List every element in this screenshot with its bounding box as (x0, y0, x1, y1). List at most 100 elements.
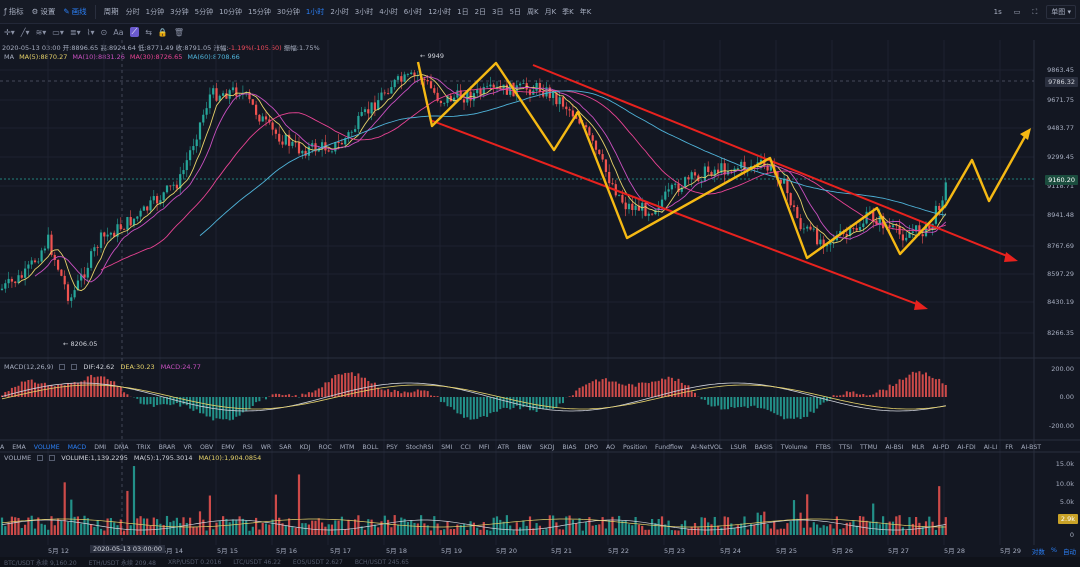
text-tool-icon[interactable]: Aa (113, 27, 124, 37)
lock-icon[interactable]: 🔒 (157, 27, 168, 37)
indicator-tab-obv[interactable]: OBV (200, 443, 214, 451)
indicators-button[interactable]: ƒ 指标 (4, 7, 24, 16)
indicator-tab-rsi[interactable]: RSI (242, 443, 253, 451)
timeframe-17[interactable]: 周K (526, 7, 539, 16)
measure-tool-icon[interactable]: ⇆ (145, 27, 152, 37)
channel-tool-icon[interactable]: ≋▾ (35, 27, 47, 37)
percent-scale-toggle[interactable]: % (1050, 546, 1057, 554)
timeframe-3[interactable]: 5分钟 (194, 7, 214, 16)
indicator-tab-wr[interactable]: WR (260, 443, 272, 451)
ticker-item[interactable]: EOS/USDT 2.627 (292, 558, 343, 566)
indicator-tab-mtm[interactable]: MTM (339, 443, 355, 451)
timeframe-13[interactable]: 1日 (457, 7, 469, 16)
ticker-item[interactable]: BCH/USDT 245.65 (354, 558, 409, 566)
indicator-tab-dma[interactable]: DMA (114, 443, 129, 451)
indicator-tab-ftbs[interactable]: FTBS (815, 443, 831, 451)
ticker-item[interactable]: LTC/USDT 46.22 (233, 558, 281, 566)
timeframe-1[interactable]: 1分钟 (145, 7, 165, 16)
indicator-tab-mlr[interactable]: MLR (911, 443, 925, 451)
indicator-tab-dmi[interactable]: DMI (94, 443, 107, 451)
fib-tool-icon[interactable]: ≣▾ (69, 27, 81, 37)
path-tool-icon[interactable]: ⌇▾ (86, 27, 95, 37)
indicator-tab-trix[interactable]: TRIX (136, 443, 151, 451)
line-tool-icon[interactable]: ╱▾ (20, 27, 30, 37)
indicator-tab-vr[interactable]: VR (183, 443, 193, 451)
indicator-tab-ema[interactable]: EMA (12, 443, 26, 451)
timeframe-10[interactable]: 4小时 (379, 7, 398, 16)
indicator-tab-ai-fdi[interactable]: AI-FDI (957, 443, 976, 451)
interval-code[interactable]: 1s (993, 8, 1002, 16)
indicator-tab-macd[interactable]: MACD (67, 443, 87, 451)
indicator-tab-skdj[interactable]: SKDJ (539, 443, 555, 451)
indicator-tab-bias[interactable]: BIAS (562, 443, 577, 451)
trash-icon[interactable]: 🗑 (173, 27, 185, 37)
indicator-tab-smi[interactable]: SMI (441, 443, 453, 451)
indicator-tab-cci[interactable]: CCI (460, 443, 471, 451)
indicator-tab-ao[interactable]: AO (605, 443, 615, 451)
timeframe-15[interactable]: 3日 (492, 7, 504, 16)
indicator-tab-ai-pd[interactable]: AI-PD (932, 443, 950, 451)
macd-visibility-toggle[interactable] (59, 364, 66, 370)
settings-button[interactable]: ⚙ 设置 (31, 7, 56, 16)
log-scale-toggle[interactable]: 对数 (1031, 548, 1045, 556)
timeframe-16[interactable]: 5日 (509, 7, 521, 16)
timeframe-14[interactable]: 2日 (474, 7, 487, 16)
indicator-tab-boll[interactable]: BOLL (362, 443, 379, 451)
indicator-tab-tvolume[interactable]: TVolume (780, 443, 808, 451)
indicator-tab-bbw[interactable]: BBW (517, 443, 532, 451)
indicator-tab-roc[interactable]: ROC (318, 443, 332, 451)
indicator-tab-fr[interactable]: FR (1005, 443, 1014, 451)
ticker-item[interactable]: ETH/USDT 永续 209.48 (88, 559, 156, 567)
indicator-tab-sar[interactable]: SAR (279, 443, 292, 451)
timeframe-18[interactable]: 月K (544, 7, 557, 16)
indicator-tab-ai-bsi[interactable]: AI-BSI (885, 443, 904, 451)
indicator-tab-stochrsi[interactable]: StochRSI (405, 443, 434, 451)
indicator-tab-kdj[interactable]: KDJ (299, 443, 311, 451)
timeframe-2[interactable]: 3分钟 (170, 7, 189, 16)
macd-settings-toggle[interactable] (71, 364, 78, 370)
indicator-tab-ai-li[interactable]: AI-LI (983, 443, 998, 451)
indicator-tab-ai-netvol[interactable]: AI-NetVOL (690, 443, 723, 451)
indicator-tab-brar[interactable]: BRAR (158, 443, 176, 451)
timeframe-20[interactable]: 年K (579, 7, 592, 16)
indicator-tab-volume[interactable]: VOLUME (33, 443, 60, 451)
indicator-tab-lsur[interactable]: LSUR (730, 443, 747, 451)
indicator-tab-atr[interactable]: ATR (497, 443, 510, 451)
timeframe-9[interactable]: 3小时 (354, 7, 374, 16)
cursor-tool-icon[interactable]: ✛▾ (4, 27, 15, 37)
timeframe-6[interactable]: 30分钟 (276, 7, 300, 16)
indicator-tab-basis[interactable]: BASIS (754, 443, 773, 451)
indicator-tab-psy[interactable]: PSY (386, 443, 398, 451)
indicator-tab-ttsi[interactable]: TTSI (838, 443, 853, 451)
indicator-tab-ai-bst[interactable]: AI-BST (1021, 443, 1042, 451)
volume-settings-toggle[interactable] (49, 455, 56, 461)
timeframe-12[interactable]: 12小时 (428, 7, 452, 16)
ticker-item[interactable]: BTC/USDT 永续 9,160.20 (4, 559, 77, 567)
timeframe-8[interactable]: 2小时 (330, 7, 349, 16)
timeframe-5[interactable]: 15分钟 (248, 7, 271, 16)
indicator-tab-a[interactable]: A (0, 443, 5, 451)
candle-body (816, 228, 819, 245)
ticker-item[interactable]: XRP/USDT 0.2016 (167, 558, 222, 566)
timeframe-19[interactable]: 季K (562, 7, 574, 16)
chart-mode-select[interactable]: 单图 ▾ (1046, 5, 1076, 19)
auto-scale-toggle[interactable]: 自动 (1063, 548, 1076, 556)
timeframe-11[interactable]: 6小时 (403, 7, 423, 16)
timeframe-4[interactable]: 10分钟 (219, 7, 242, 16)
timeframe-0[interactable]: 分时 (125, 7, 140, 16)
indicator-tab-emv[interactable]: EMV (221, 443, 235, 451)
indicator-tab-dpo[interactable]: DPO (584, 443, 598, 451)
indicator-tab-ttmu[interactable]: TTMU (860, 443, 878, 451)
indicator-tab-mfi[interactable]: MFI (478, 443, 490, 451)
indicator-tab-position[interactable]: Position (622, 443, 648, 451)
rect-tool-icon[interactable]: ▭▾ (52, 27, 64, 37)
draw-button[interactable]: ✎ 画线 (63, 7, 87, 16)
timeframe-7[interactable]: 1小时 (305, 7, 325, 16)
zigzag-tool-icon[interactable]: ⟋ (129, 27, 140, 37)
volume-visibility-toggle[interactable] (37, 455, 44, 461)
fullscreen-icon[interactable]: ⛶ (1032, 7, 1038, 16)
minimize-icon[interactable]: ▭ (1013, 8, 1021, 16)
indicator-tab-fundflow[interactable]: Fundflow (655, 443, 683, 451)
magnet-tool-icon[interactable]: ⊙ (100, 27, 108, 37)
